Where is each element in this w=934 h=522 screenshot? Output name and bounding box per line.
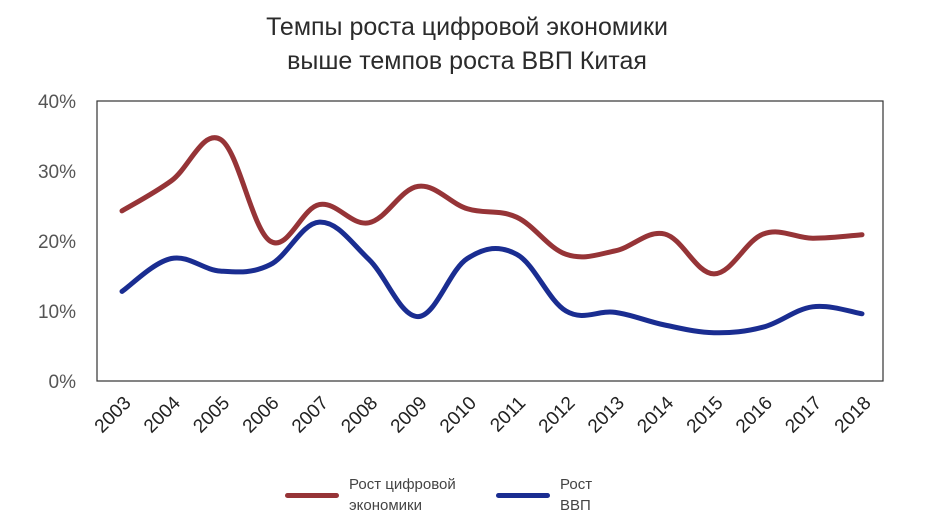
y-tick-label: 0% bbox=[49, 372, 77, 393]
data-point bbox=[860, 232, 864, 237]
data-point bbox=[169, 256, 174, 261]
x-tick-label: 2004 bbox=[140, 392, 185, 437]
data-point bbox=[810, 304, 815, 309]
x-tick-label: 2009 bbox=[387, 393, 432, 438]
chart-title: Темпы роста цифровой экономики выше темп… bbox=[0, 10, 934, 78]
x-tick-label: 2018 bbox=[831, 393, 876, 438]
data-point bbox=[268, 262, 272, 267]
x-tick-label: 2003 bbox=[91, 393, 136, 438]
x-tick-label: 2007 bbox=[288, 393, 333, 438]
legend-label-line-2: экономики bbox=[349, 497, 422, 514]
y-tick-label: 30% bbox=[38, 162, 76, 183]
data-point bbox=[366, 220, 371, 225]
data-point bbox=[810, 236, 815, 241]
data-point bbox=[169, 178, 174, 183]
data-point bbox=[416, 184, 420, 189]
y-axis: 40% 30% 20% 10% 0% bbox=[38, 92, 76, 393]
data-point bbox=[120, 208, 124, 213]
data-point bbox=[712, 330, 716, 335]
data-point bbox=[366, 257, 371, 262]
data-point bbox=[218, 269, 223, 274]
series-line-gdp bbox=[119, 219, 865, 336]
legend-item-gdp: Рост ВВП bbox=[496, 470, 592, 520]
chart-title-line-2: выше темпов роста ВВП Китая bbox=[287, 47, 647, 75]
data-point bbox=[564, 309, 568, 313]
series-line-digital-economy bbox=[119, 135, 865, 277]
legend-label-gdp: Рост ВВП bbox=[560, 474, 592, 516]
x-axis: 2003 2004 2005 2006 2007 2008 2009 2010 2011 2012… bbox=[91, 392, 876, 437]
data-point bbox=[514, 215, 519, 220]
data-point bbox=[662, 323, 667, 327]
x-tick-label: 2005 bbox=[189, 393, 234, 438]
x-tick-label: 2016 bbox=[732, 393, 777, 438]
legend-swatch-gdp bbox=[496, 492, 550, 498]
data-point bbox=[514, 252, 519, 257]
data-point bbox=[317, 202, 322, 207]
x-tick-label: 2017 bbox=[781, 393, 826, 438]
data-point bbox=[268, 239, 272, 243]
data-point bbox=[662, 232, 667, 236]
y-tick-label: 20% bbox=[38, 232, 76, 253]
x-tick-label: 2006 bbox=[239, 393, 284, 438]
x-tick-label: 2008 bbox=[337, 393, 382, 438]
legend-item-digital-economy: Рост цифровой экономики bbox=[285, 470, 456, 520]
chart-title-line-1: Темпы роста цифровой экономики bbox=[266, 13, 668, 41]
data-point bbox=[761, 325, 766, 330]
data-point bbox=[860, 311, 864, 316]
legend-label-line-1: Рост bbox=[560, 476, 593, 493]
legend-label-line-1: Рост цифровой bbox=[349, 476, 456, 493]
data-point bbox=[613, 248, 618, 253]
y-tick-label: 40% bbox=[38, 92, 76, 113]
data-point bbox=[465, 206, 470, 211]
data-point bbox=[564, 252, 568, 257]
data-point bbox=[120, 289, 124, 294]
x-tick-label: 2011 bbox=[486, 393, 530, 437]
legend-swatch-digital-economy bbox=[285, 492, 339, 498]
data-point bbox=[416, 314, 420, 319]
data-point bbox=[613, 310, 618, 315]
data-point bbox=[218, 137, 223, 142]
x-tick-label: 2012 bbox=[535, 393, 580, 438]
data-point bbox=[712, 271, 716, 276]
line-chart: 40%30%20%10%0% 2003 2004 2005 2006 2007 2008 2… bbox=[38, 92, 884, 437]
x-tick-label: 2014 bbox=[633, 392, 678, 437]
data-point bbox=[317, 220, 322, 225]
x-tick-label: 2010 bbox=[436, 393, 481, 438]
series-lines bbox=[119, 135, 865, 336]
x-tick-label: 2015 bbox=[683, 393, 728, 438]
x-tick-label: 2013 bbox=[584, 393, 629, 438]
legend-label-line-2: ВВП bbox=[560, 497, 591, 514]
legend-label-digital-economy: Рост цифровой экономики bbox=[349, 474, 456, 516]
data-point bbox=[465, 256, 470, 261]
data-point bbox=[761, 232, 766, 236]
plot-area-frame bbox=[96, 100, 884, 382]
y-tick-label: 10% bbox=[38, 302, 76, 323]
